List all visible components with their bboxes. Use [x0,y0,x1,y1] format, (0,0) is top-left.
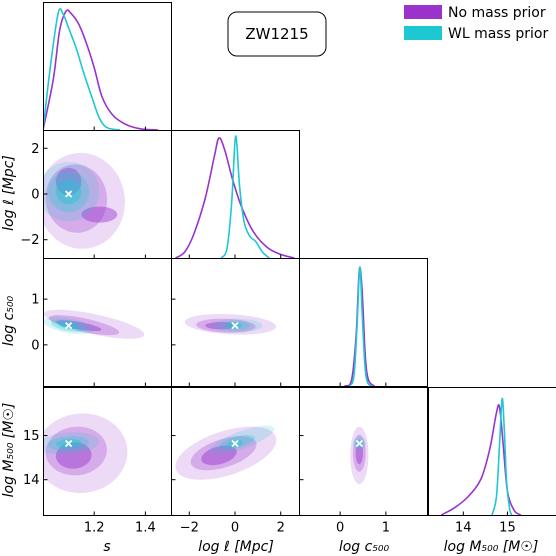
contour-level-3-wl-prior [209,425,275,455]
x-axis-label-log-l: log ℓ [Mpc] [198,539,274,555]
marginal-curve-wl-prior [348,266,373,386]
x-axis-label-s: s [103,539,110,555]
legend-swatch-no-prior [404,5,442,19]
best-fit-stroke [231,439,239,448]
best-fit-marker [64,322,73,330]
best-fit-marker [355,439,363,448]
contour-level-1-wl-prior [55,179,82,205]
contour-level-1-no-prior [205,322,238,330]
x-axis-label-log-m500: log M₅₀₀ [M☉] [444,539,539,555]
panel-frame [43,2,172,131]
contour-level-3-no-prior [350,426,369,485]
panel-frame [428,387,556,516]
marginal-curve-no-prior [440,404,522,515]
x-axis-label-log-c500: log c₅₀₀ [339,539,390,555]
best-fit-marker [64,439,73,448]
contour-level-3-no-prior [184,313,277,335]
contour-group-no-prior [43,413,128,494]
legend-swatch-wl-prior [404,26,442,40]
marginal-curve-no-prior [175,137,295,258]
contour-level-2-wl-prior [48,171,90,213]
contour-group-wl-prior [43,161,100,222]
contour-group-no-prior [184,313,277,335]
best-fit-stroke [355,439,363,448]
best-fit-stroke [64,439,73,448]
contour-level-1-no-prior [355,442,364,465]
x-tick-label: 15 [499,521,516,536]
contour-group-wl-prior [212,318,263,333]
contour-level-3-no-prior [175,426,277,480]
x-tick-label: 0 [336,521,344,536]
best-fit-stroke [231,322,239,330]
contour-group-no-prior [44,309,145,339]
y-tick-label: 1 [31,293,39,308]
y-axis-label-log-l: log ℓ [Mpc] [1,155,17,231]
contour-level-3-wl-prior [43,161,100,222]
legend: No mass prior WL mass prior [404,5,548,42]
contour-level-2-no-prior [45,426,107,476]
contour-group-no-prior [43,152,125,249]
contour-level-2-no-prior [45,164,108,233]
chart-title: ZW1215 [245,25,308,43]
panel-frame [299,258,428,387]
contour-level-3-no-prior [43,152,125,249]
contour-level-3-wl-prior [212,318,263,333]
marginal-curve-no-prior [43,9,159,130]
contour-level-1-no-prior [81,206,118,223]
contour-group-no-prior [175,426,277,480]
marginal-curve-no-prior [344,266,375,386]
contour-level-3-no-prior [43,413,128,494]
y-axis-label-log-c500: log c₅₀₀ [1,295,17,346]
y-tick-label: 15 [23,429,40,444]
axis-labels: s log ℓ [Mpc] log c₅₀₀ log M₅₀₀ [M☉] log… [1,155,538,555]
marginal-curve-wl-prior [220,135,270,258]
contour-level-2-no-prior [190,436,257,471]
y-tick-label: −2 [20,233,39,248]
y-axis-label-log-m500: log M₅₀₀ [M☉] [1,403,17,498]
legend-label-wl-prior: WL mass prior [448,26,548,42]
panel-frame [299,387,428,516]
best-fit-stroke [64,190,73,198]
title-box: ZW1215 [227,11,327,57]
best-fit-marker [231,322,239,330]
x-tick-label: 1.2 [84,521,105,536]
x-tick-label: 2 [277,521,285,536]
x-tick-label: −2 [180,521,199,536]
contour-level-1-no-prior [55,442,92,469]
best-fit-stroke [64,322,73,330]
marginal-curve-wl-prior [491,397,513,515]
contour-level-3-no-prior [44,309,145,339]
y-tick-label: 0 [31,188,39,203]
contour-level-1-no-prior [56,320,102,332]
y-tick-label: 2 [31,142,39,157]
x-tick-label: 0 [231,521,239,536]
y-tick-label: 0 [31,338,39,353]
contour-level-2-no-prior [196,318,256,333]
x-tick-label: 1 [382,521,390,536]
x-tick-label: 14 [455,521,472,536]
y-tick-label: 14 [23,473,40,488]
contour-level-2-no-prior [48,315,120,336]
contour-level-1-no-prior [201,445,237,466]
marginal-curve-wl-prior [43,8,120,130]
best-fit-marker [64,190,73,198]
contour-level-1-no-prior [55,167,82,196]
x-tick-label: 1.4 [135,521,156,536]
best-fit-marker [231,439,239,448]
panel-frame [171,130,300,259]
contour-group-no-prior [350,426,369,485]
contour-level-2-no-prior [352,434,366,472]
legend-label-no-prior: No mass prior [448,5,546,21]
